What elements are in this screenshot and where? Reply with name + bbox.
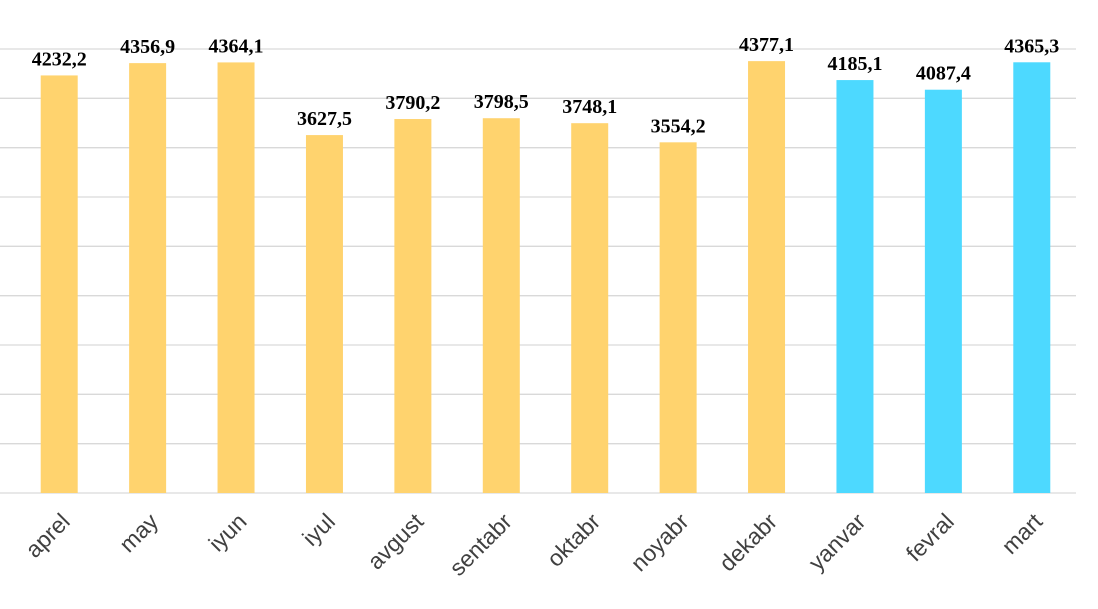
value-label: 4365,3 [1004, 35, 1059, 57]
x-tick-label: sentabr [444, 508, 517, 581]
value-label: 4364,1 [209, 35, 264, 57]
bar [40, 75, 78, 493]
value-label: 4377,1 [739, 34, 794, 56]
value-label: 3627,5 [297, 108, 352, 130]
bar [571, 123, 609, 493]
bar [659, 142, 697, 493]
bar [924, 89, 962, 493]
bar [1013, 62, 1051, 493]
value-label: 3554,2 [651, 115, 706, 137]
x-tick-label: avgust [362, 508, 429, 575]
bar [748, 61, 786, 494]
value-label: 4232,2 [32, 48, 87, 70]
value-label: 4185,1 [827, 53, 882, 75]
value-label: 4356,9 [120, 36, 175, 58]
value-label: 4087,4 [916, 63, 971, 85]
x-tick-label: oktabr [542, 508, 606, 572]
x-tick-label: dekabr [714, 508, 782, 576]
x-tick-label: iyul [297, 508, 340, 551]
bar [482, 118, 520, 494]
x-tick-label: aprel [20, 508, 75, 563]
x-tick-label: iyun [203, 508, 251, 556]
bar [836, 80, 874, 494]
bar [305, 135, 343, 493]
x-tick-label: fevral [901, 508, 959, 566]
value-label: 3748,1 [562, 96, 617, 118]
bar [129, 63, 167, 493]
x-tick-label: may [114, 508, 163, 557]
x-tick-label: mart [996, 508, 1047, 559]
value-label: 3790,2 [385, 92, 440, 114]
bar [394, 119, 432, 493]
x-tick-label: yanvar [803, 508, 870, 575]
x-tick-label: noyabr [626, 508, 694, 576]
value-label: 3798,5 [474, 91, 529, 113]
bar [217, 62, 255, 493]
